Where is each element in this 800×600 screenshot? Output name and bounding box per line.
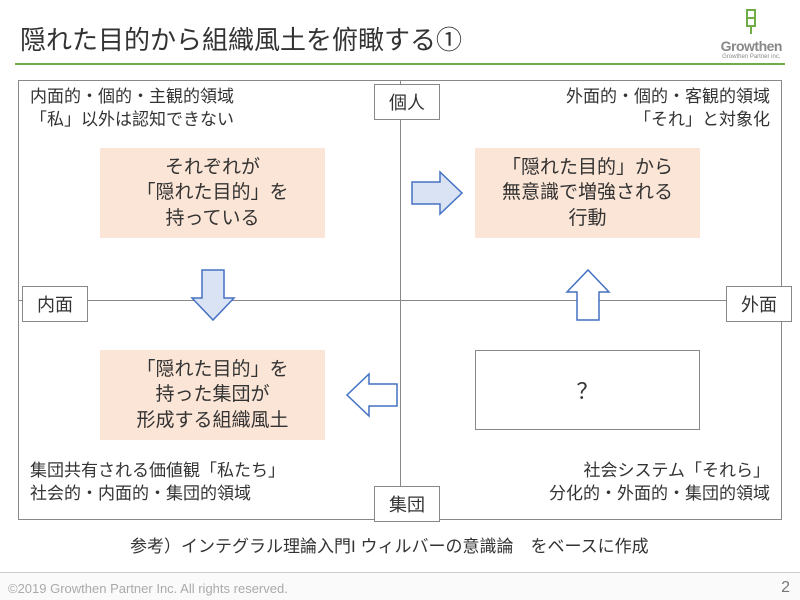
quadrant-desc-bl: 集団共有される価値観「私たち」 社会的・内面的・集団的領域 — [30, 460, 285, 506]
page-number: 2 — [781, 579, 790, 597]
qdesc-bl-l1: 集団共有される価値観「私たち」 — [30, 461, 285, 480]
box-tl-l3: 持っている — [165, 208, 259, 229]
arrow-left-icon — [345, 372, 399, 418]
box-bl-l1: 「隠れた目的」を — [136, 359, 288, 380]
qdesc-tr-l1: 外面的・個的・客観的領域 — [566, 87, 770, 106]
box-bl-l3: 形成する組織風土 — [136, 410, 288, 431]
quadrant-desc-br: 社会システム「それら」 分化的・外面的・集団的領域 — [549, 460, 770, 506]
page-title: 隠れた目的から組織風土を俯瞰する① — [20, 20, 690, 57]
box-tl-l2: 「隠れた目的」を — [136, 182, 288, 203]
box-tr-l2: 無意識で増強される — [502, 182, 673, 203]
axis-label-left: 内面 — [22, 286, 88, 322]
title-bar: 隠れた目的から組織風土を俯瞰する① — [20, 20, 690, 65]
box-br-text: ？ — [576, 374, 598, 406]
qdesc-br-l2: 分化的・外面的・集団的領域 — [549, 484, 770, 503]
quadrant-desc-tr: 外面的・個的・客観的領域 「それ」と対象化 — [566, 86, 770, 132]
axis-label-bottom: 集団 — [374, 486, 440, 522]
qdesc-tl-l2: 「私」以外は認知できない — [30, 110, 234, 129]
axis-label-top: 個人 — [374, 84, 440, 120]
box-tl: それぞれが 「隠れた目的」を 持っている — [100, 148, 325, 238]
arrow-down-icon — [190, 268, 236, 322]
box-bl-l2: 持った集団が — [155, 384, 269, 405]
logo: Growthen Growthen Partner inc. — [721, 8, 782, 60]
copyright: ©2019 Growthen Partner Inc. All rights r… — [8, 581, 288, 596]
axis-horizontal — [18, 300, 782, 301]
qdesc-tl-l1: 内面的・個的・主観的領域 — [30, 87, 234, 106]
box-bl: 「隠れた目的」を 持った集団が 形成する組織風土 — [100, 350, 325, 440]
qdesc-br-l1: 社会システム「それら」 — [584, 461, 771, 480]
qdesc-bl-l2: 社会的・内面的・集団的領域 — [30, 484, 251, 503]
box-tr-l3: 行動 — [568, 208, 606, 229]
logo-icon — [737, 8, 765, 36]
reference-text: 参考）インテグラル理論入門I ウィルバーの意識論 をベースに作成 — [130, 532, 649, 557]
box-br: ？ — [475, 350, 700, 430]
title-underline — [15, 63, 785, 65]
quadrant-desc-tl: 内面的・個的・主観的領域 「私」以外は認知できない — [30, 86, 234, 132]
box-tr-l1: 「隠れた目的」から — [502, 157, 673, 178]
box-tl-l1: それぞれが — [165, 157, 260, 178]
slide: { "title": "隠れた目的から組織風土を俯瞰する①", "logo": … — [0, 0, 800, 600]
arrow-up-icon — [565, 268, 611, 322]
arrow-right-icon — [410, 170, 464, 216]
logo-name: Growthen — [721, 38, 782, 54]
axis-label-right: 外面 — [726, 286, 792, 322]
qdesc-tr-l2: 「それ」と対象化 — [634, 110, 770, 129]
box-tr: 「隠れた目的」から 無意識で増強される 行動 — [475, 148, 700, 238]
logo-sub: Growthen Partner inc. — [721, 54, 782, 60]
